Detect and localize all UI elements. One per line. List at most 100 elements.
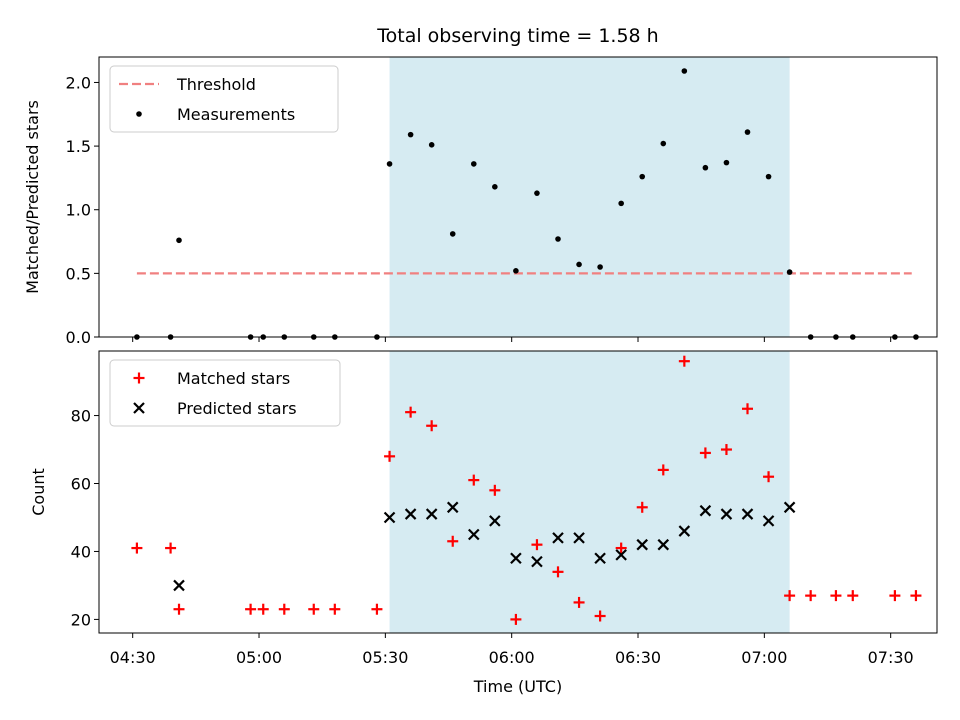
- data-point: [534, 190, 540, 196]
- data-point: [510, 613, 522, 625]
- data-point: [383, 511, 396, 524]
- bottom-legend: Matched stars Predicted stars: [109, 359, 341, 427]
- x-tick-label: 05:00: [236, 648, 282, 667]
- data-point: [699, 447, 711, 459]
- data-point: [657, 464, 669, 476]
- data-point: [308, 603, 320, 615]
- y-tick-label: 20: [71, 610, 91, 629]
- data-point: [176, 237, 182, 244]
- bottom-y-axis-label: Count: [29, 468, 48, 516]
- data-point: [830, 590, 842, 602]
- data-point: [531, 539, 543, 551]
- data-point: [510, 552, 522, 565]
- data-point: [552, 566, 564, 578]
- series-predicted-stars: [173, 501, 796, 592]
- data-point: [449, 231, 456, 237]
- data-point: [384, 450, 396, 462]
- top-y-ticks: 0.0 0.5 1.0 1.5 2.0: [66, 73, 99, 347]
- data-point: [173, 603, 185, 615]
- data-point: [329, 603, 341, 615]
- y-tick-label: 2.0: [66, 73, 91, 92]
- y-tick-label: 80: [71, 407, 91, 426]
- data-point: [470, 161, 477, 167]
- data-point: [173, 579, 185, 592]
- data-point: [245, 603, 257, 615]
- data-point: [428, 142, 435, 148]
- data-point: [636, 501, 648, 513]
- y-tick-label: 60: [71, 475, 91, 494]
- data-point: [615, 542, 627, 554]
- top-x-tick-marks: [132, 337, 892, 342]
- data-point: [468, 528, 480, 541]
- bottom-plot-area: [131, 355, 922, 625]
- data-point: [257, 603, 269, 615]
- top-y-axis-label: Matched/Predicted stars: [23, 100, 42, 294]
- series-matched-stars: [131, 355, 922, 625]
- data-point: [699, 504, 712, 517]
- data-point: [489, 484, 501, 496]
- data-point: [660, 140, 667, 147]
- bottom-axes-frame: [98, 350, 938, 634]
- data-point: [555, 236, 561, 242]
- data-point: [678, 355, 690, 367]
- legend-label: Measurements: [177, 105, 295, 124]
- y-tick-label: 1.0: [66, 201, 91, 220]
- legend-plus-swatch: [133, 372, 145, 384]
- data-point: [702, 164, 709, 171]
- data-point: [723, 159, 730, 166]
- legend-label: Matched stars: [177, 369, 290, 388]
- data-point: [889, 590, 901, 602]
- legend-x-swatch: [133, 402, 145, 414]
- observing-span-top: [389, 57, 790, 337]
- y-tick-label: 40: [71, 542, 91, 561]
- data-point: [678, 525, 691, 537]
- legend-label: Threshold: [176, 75, 256, 94]
- data-point: [278, 603, 290, 615]
- data-point: [446, 501, 459, 514]
- data-point: [786, 269, 793, 275]
- y-tick-label: 1.5: [66, 137, 91, 156]
- data-point: [371, 603, 383, 615]
- data-point: [573, 596, 585, 608]
- data-point: [744, 129, 751, 135]
- data-point: [131, 542, 143, 554]
- data-point: [720, 444, 732, 456]
- x-tick-label: 07:30: [868, 648, 914, 667]
- data-point: [425, 508, 438, 520]
- top-legend: Threshold Measurements: [109, 65, 339, 133]
- legend-box: [109, 359, 341, 427]
- data-point: [407, 131, 414, 138]
- data-point: [594, 610, 606, 622]
- legend-label: Predicted stars: [177, 399, 297, 418]
- data-point: [618, 200, 624, 207]
- data-point: [847, 590, 859, 602]
- x-tick-label: 04:30: [110, 648, 156, 667]
- data-point: [576, 261, 582, 268]
- data-point: [386, 161, 393, 167]
- x-tick-label: 05:30: [362, 648, 408, 667]
- data-point: [681, 68, 688, 74]
- data-point: [765, 173, 772, 180]
- data-point: [910, 590, 922, 602]
- data-point: [513, 268, 519, 274]
- data-point: [639, 173, 646, 180]
- data-point: [594, 552, 606, 565]
- x-tick-label: 06:00: [489, 648, 535, 667]
- data-point: [468, 474, 480, 486]
- data-point: [720, 508, 733, 520]
- data-point: [426, 420, 438, 432]
- x-axis-label: Time (UTC): [473, 677, 562, 696]
- data-point: [636, 538, 649, 551]
- data-point: [165, 542, 177, 554]
- observing-span-bottom: [389, 351, 790, 633]
- data-point: [657, 538, 670, 551]
- data-point: [573, 532, 585, 544]
- panel-ratio: 0.00.51.01.52.0 Matched/Predicted stars …: [23, 56, 938, 347]
- data-point: [615, 549, 627, 561]
- bottom-y-ticks: 20 40 60 80: [71, 407, 99, 629]
- x-tick-label: 07:00: [741, 648, 787, 667]
- data-point: [784, 590, 796, 602]
- data-point: [447, 535, 459, 547]
- data-point: [531, 555, 543, 568]
